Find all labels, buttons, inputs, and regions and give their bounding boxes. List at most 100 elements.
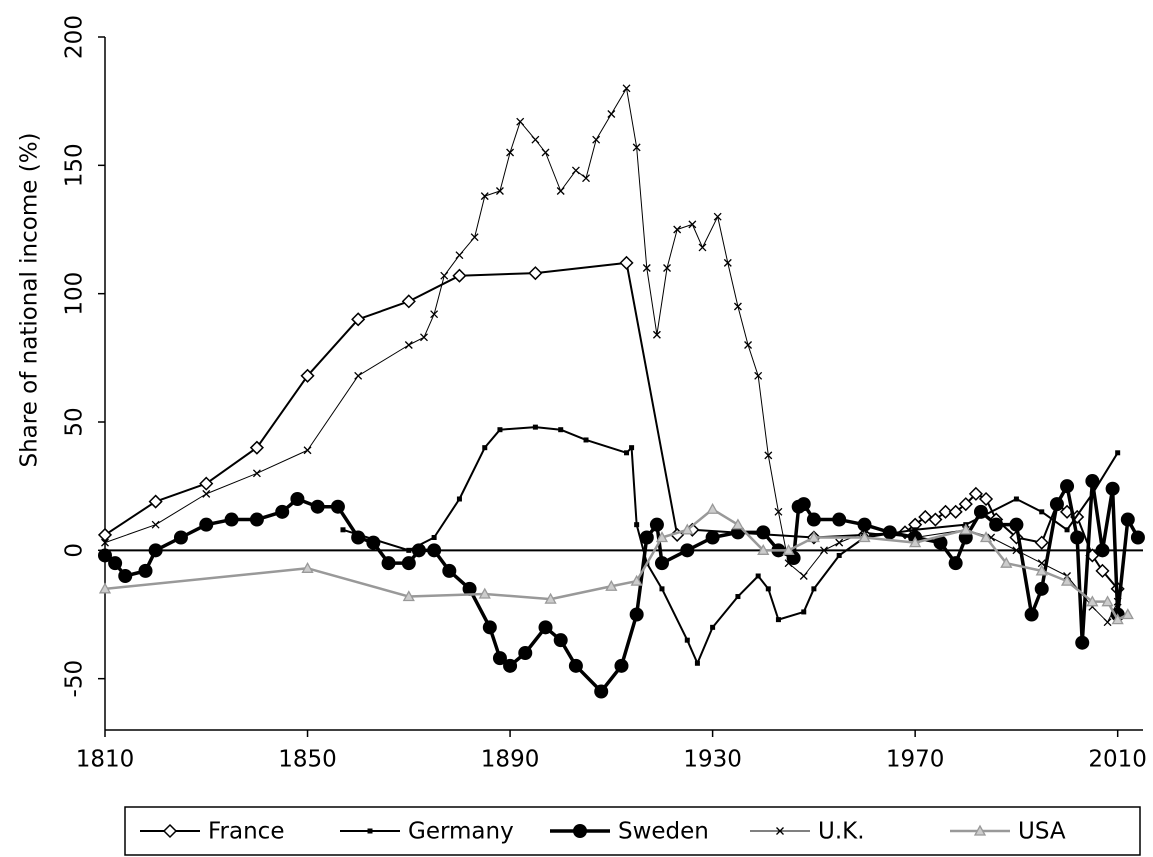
marker bbox=[583, 437, 589, 443]
marker bbox=[632, 143, 641, 152]
y-tick-label: 50 bbox=[62, 407, 88, 436]
marker bbox=[659, 586, 665, 592]
marker bbox=[162, 823, 178, 839]
marker bbox=[1103, 618, 1112, 627]
marker bbox=[558, 427, 564, 433]
marker bbox=[948, 556, 963, 571]
marker bbox=[582, 174, 590, 183]
marker bbox=[440, 271, 449, 280]
marker bbox=[978, 491, 994, 507]
marker bbox=[199, 517, 214, 532]
marker bbox=[1130, 530, 1145, 545]
marker bbox=[1060, 574, 1074, 586]
marker bbox=[1115, 450, 1121, 456]
marker bbox=[634, 522, 640, 528]
marker bbox=[979, 531, 993, 543]
marker bbox=[470, 233, 479, 242]
marker bbox=[173, 530, 188, 545]
marker bbox=[757, 543, 770, 555]
marker bbox=[756, 525, 771, 540]
marker bbox=[482, 445, 488, 451]
marker bbox=[492, 651, 507, 666]
marker bbox=[1111, 613, 1124, 625]
marker bbox=[1113, 597, 1122, 606]
marker bbox=[532, 424, 538, 430]
y-axis-label: Share of national income (%) bbox=[17, 132, 43, 467]
legend-item: Sweden bbox=[550, 819, 709, 845]
marker bbox=[799, 572, 808, 580]
marker bbox=[330, 499, 345, 514]
marker bbox=[1105, 481, 1120, 496]
series bbox=[98, 474, 1145, 699]
marker bbox=[1035, 564, 1048, 576]
marker bbox=[528, 266, 543, 281]
marker bbox=[723, 258, 732, 267]
marker bbox=[663, 264, 671, 272]
marker bbox=[148, 543, 163, 558]
marker bbox=[538, 620, 553, 635]
marker bbox=[573, 824, 587, 838]
marker bbox=[1009, 517, 1024, 532]
marker bbox=[427, 543, 442, 558]
marker bbox=[151, 520, 160, 529]
marker bbox=[858, 531, 871, 543]
marker bbox=[933, 535, 948, 550]
legend-label: Germany bbox=[408, 819, 514, 845]
marker bbox=[629, 607, 644, 622]
marker bbox=[642, 264, 651, 272]
marker bbox=[835, 538, 844, 547]
marker bbox=[202, 489, 211, 498]
marker bbox=[366, 535, 381, 550]
legend-label: USA bbox=[1018, 819, 1066, 845]
marker bbox=[807, 531, 820, 543]
marker bbox=[968, 486, 983, 501]
marker bbox=[482, 620, 497, 635]
marker bbox=[681, 523, 694, 535]
marker bbox=[688, 220, 697, 229]
y-tick-label: 150 bbox=[62, 143, 88, 187]
marker bbox=[503, 658, 518, 673]
marker bbox=[832, 512, 847, 527]
marker bbox=[1037, 559, 1046, 568]
marker bbox=[249, 512, 264, 527]
marker bbox=[252, 469, 261, 478]
marker bbox=[811, 586, 817, 592]
marker bbox=[1034, 535, 1049, 550]
marker bbox=[673, 225, 682, 234]
marker bbox=[531, 135, 540, 144]
marker bbox=[301, 561, 314, 573]
marker bbox=[694, 660, 700, 666]
marker bbox=[462, 581, 477, 596]
marker bbox=[420, 333, 428, 342]
marker bbox=[497, 427, 503, 433]
marker bbox=[1060, 479, 1075, 494]
marker bbox=[568, 658, 583, 673]
marker bbox=[614, 658, 629, 673]
y-tick-label: 0 bbox=[62, 543, 88, 558]
marker bbox=[1086, 595, 1099, 607]
legend bbox=[124, 806, 1141, 856]
marker bbox=[431, 535, 437, 540]
marker bbox=[776, 827, 784, 835]
marker bbox=[148, 494, 163, 509]
marker bbox=[401, 294, 416, 309]
marker bbox=[764, 451, 773, 460]
marker bbox=[1024, 607, 1039, 622]
marker bbox=[1085, 474, 1100, 489]
marker bbox=[300, 368, 315, 383]
marker bbox=[857, 517, 872, 532]
marker bbox=[629, 445, 635, 451]
marker bbox=[553, 633, 568, 648]
marker bbox=[655, 531, 669, 543]
marker bbox=[224, 512, 239, 527]
marker bbox=[624, 450, 630, 456]
x-tick-label: 1890 bbox=[481, 747, 540, 773]
marker bbox=[928, 512, 943, 527]
marker bbox=[401, 556, 416, 571]
marker bbox=[754, 371, 763, 380]
marker bbox=[605, 579, 618, 591]
marker bbox=[495, 187, 504, 195]
x-tick-label: 1930 bbox=[683, 747, 742, 773]
marker bbox=[882, 525, 897, 540]
marker bbox=[290, 492, 305, 506]
